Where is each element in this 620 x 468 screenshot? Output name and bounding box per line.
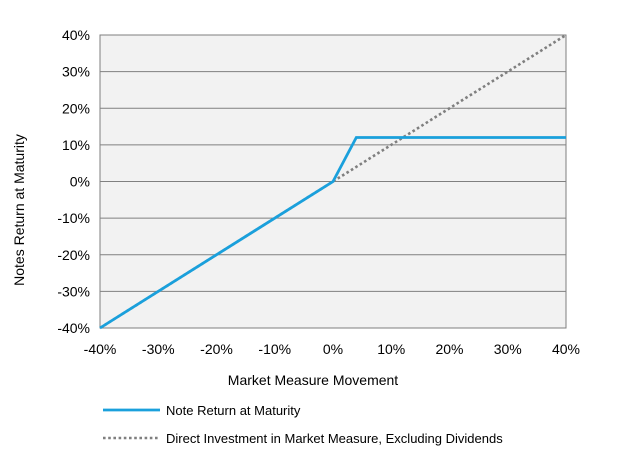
- x-tick-label: -10%: [258, 341, 291, 357]
- x-axis-label: Market Measure Movement: [228, 372, 399, 388]
- y-tick-label: -40%: [57, 320, 90, 336]
- x-tick-labels: -40% -30% -20% -10% 0% 10% 20% 30% 40%: [84, 341, 580, 357]
- y-tick-label: -30%: [57, 283, 90, 299]
- y-tick-label: 20%: [62, 100, 90, 116]
- y-tick-label: 0%: [70, 174, 90, 190]
- y-tick-label: 40%: [62, 27, 90, 43]
- x-tick-label: 20%: [435, 341, 463, 357]
- series-layer: [99, 33, 567, 330]
- y-tick-label: -10%: [57, 210, 90, 226]
- x-tick-label: -40%: [84, 341, 117, 357]
- series-line-note-return: [99, 136, 566, 330]
- x-tick-label: 30%: [494, 341, 522, 357]
- y-tick-label: 30%: [62, 64, 90, 80]
- x-tick-label: 10%: [377, 341, 405, 357]
- legend-label: Direct Investment in Market Measure, Exc…: [166, 431, 503, 446]
- x-tick-label: 0%: [323, 341, 343, 357]
- y-tick-label: 10%: [62, 137, 90, 153]
- y-tick-label: -20%: [57, 247, 90, 263]
- x-tick-label: 40%: [552, 341, 580, 357]
- x-tick-label: -30%: [142, 341, 175, 357]
- legend: Note Return at Maturity Direct Investment…: [103, 403, 503, 446]
- y-tick-labels: -40% -30% -20% -10% 0% 10% 20% 30% 40%: [57, 27, 90, 336]
- y-axis-label: Notes Return at Maturity: [11, 134, 27, 286]
- legend-label: Note Return at Maturity: [166, 403, 301, 418]
- x-tick-label: -20%: [200, 341, 233, 357]
- series-line-direct-investment: [99, 33, 567, 330]
- grid-lines: [100, 71, 566, 292]
